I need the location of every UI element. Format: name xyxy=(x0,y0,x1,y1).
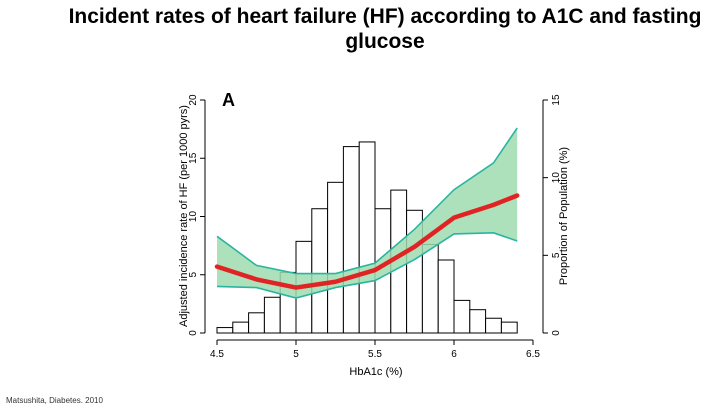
fitted-curve-line xyxy=(214,193,520,290)
y2-tick-label: 15 xyxy=(551,94,562,106)
x-tick-label: 5 xyxy=(293,349,299,360)
x-tick-label: 6.5 xyxy=(526,349,540,360)
x-tick-label: 5.5 xyxy=(368,349,382,360)
ci-lower-line xyxy=(216,232,518,299)
histogram-bar-10 xyxy=(358,141,376,334)
fitted-curve xyxy=(214,193,520,290)
histogram-bar-16 xyxy=(453,299,471,334)
x-axis-label: HbA1c (%) xyxy=(349,366,402,378)
y-tick-label: 10 xyxy=(188,211,199,223)
y2-tick-label: 0 xyxy=(551,330,562,336)
ci-upper-line xyxy=(216,127,518,275)
ci-band-fill xyxy=(217,127,518,299)
histogram-bar-1 xyxy=(216,327,234,334)
histogram-bar-9 xyxy=(342,146,360,334)
histogram-bar-14 xyxy=(421,243,439,334)
histogram-bar-8 xyxy=(327,181,344,334)
histogram-bar-3 xyxy=(248,312,265,334)
histogram-bar-18 xyxy=(485,317,502,334)
panel-label: A xyxy=(222,90,235,110)
slide-title: Incident rates of heart failure (HF) acc… xyxy=(68,5,702,53)
confidence-band xyxy=(216,127,518,299)
axes: 4.5 5 5.5 6 6.5 0 5 10 15 20 0 5 10 15 xyxy=(188,94,562,360)
y-tick-label: 5 xyxy=(188,272,199,278)
histogram-bar-2 xyxy=(232,321,250,334)
x-tick-label: 4.5 xyxy=(210,349,224,360)
y-tick-label: 20 xyxy=(188,94,199,106)
histogram-bar-15 xyxy=(437,259,455,334)
y-tick-label: 0 xyxy=(188,330,199,336)
y2-tick-label: 10 xyxy=(551,172,562,184)
y-tick-label: 15 xyxy=(188,152,199,164)
histogram-bars xyxy=(216,141,518,334)
histogram-bar-19 xyxy=(500,321,518,334)
histogram-bar-4 xyxy=(263,296,281,334)
histogram-bar-17 xyxy=(469,309,487,334)
y2-axis-label: Proportion of Population (%) xyxy=(558,147,570,285)
histogram-bar-7 xyxy=(311,208,329,334)
y2-tick-label: 5 xyxy=(551,252,562,258)
x-tick-label: 6 xyxy=(451,349,457,360)
y-axis-label: Adjusted incidence rate of HF (per 1000 … xyxy=(178,105,190,327)
citation: Matsushita, Diabetes. 2010 xyxy=(6,396,103,405)
